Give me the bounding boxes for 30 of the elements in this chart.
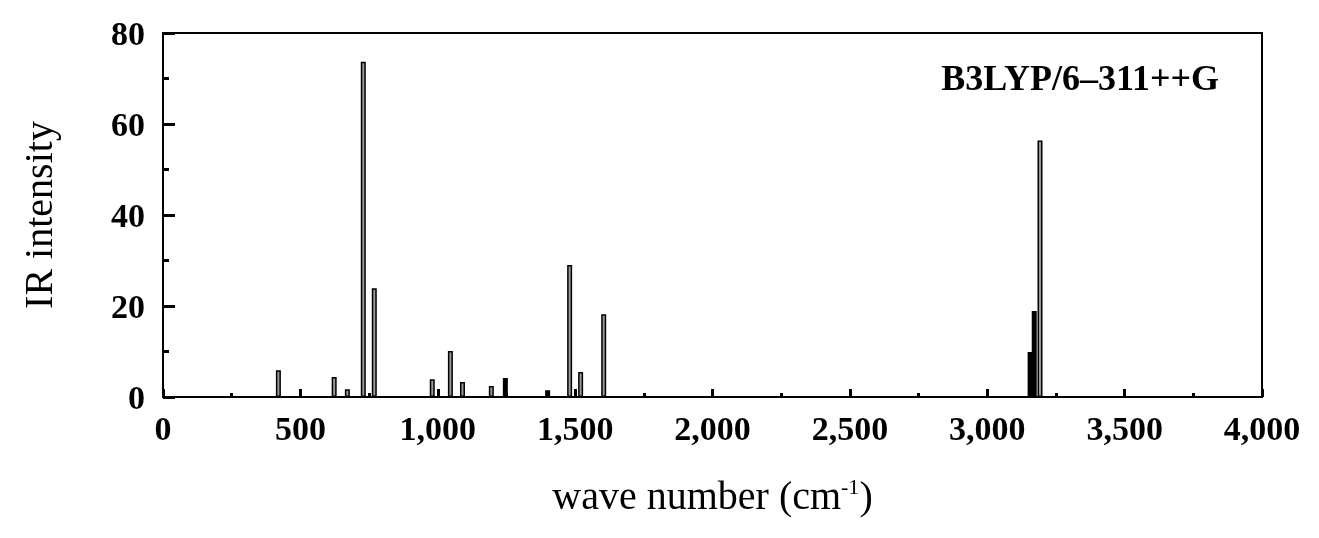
bar xyxy=(447,351,453,397)
y-tick-label: 0 xyxy=(128,378,145,416)
bar xyxy=(360,61,366,397)
bar xyxy=(459,381,465,397)
x-tick-label: 0 xyxy=(154,409,172,447)
y-tick-label: 60 xyxy=(111,105,145,143)
y-tick-label: 80 xyxy=(111,14,145,52)
y-axis-title: IR intensity xyxy=(15,121,61,309)
bar xyxy=(488,386,494,397)
bar xyxy=(371,288,377,397)
x-tick-label: 4,000 xyxy=(1223,409,1301,447)
x-tick-label: 2,000 xyxy=(674,409,751,447)
bar xyxy=(331,376,337,397)
bar xyxy=(545,390,551,397)
y-tick-label: 20 xyxy=(111,287,145,325)
bar xyxy=(429,379,435,397)
x-tick-label: 1,000 xyxy=(399,409,476,447)
bar xyxy=(601,314,607,397)
bar xyxy=(578,371,584,397)
x-tick-label: 1,500 xyxy=(536,409,614,447)
bar xyxy=(275,370,281,397)
x-tick-label: 500 xyxy=(274,409,326,447)
bar xyxy=(344,389,350,397)
y-tick-label: 40 xyxy=(111,196,145,234)
x-tick-label: 2,500 xyxy=(811,409,889,447)
x-tick-label: 3,000 xyxy=(949,409,1026,447)
annotation: B3LYP/6–311++G xyxy=(941,58,1220,98)
x-tick-label: 3,500 xyxy=(1086,409,1163,447)
bar xyxy=(567,265,573,397)
bar xyxy=(502,377,508,397)
